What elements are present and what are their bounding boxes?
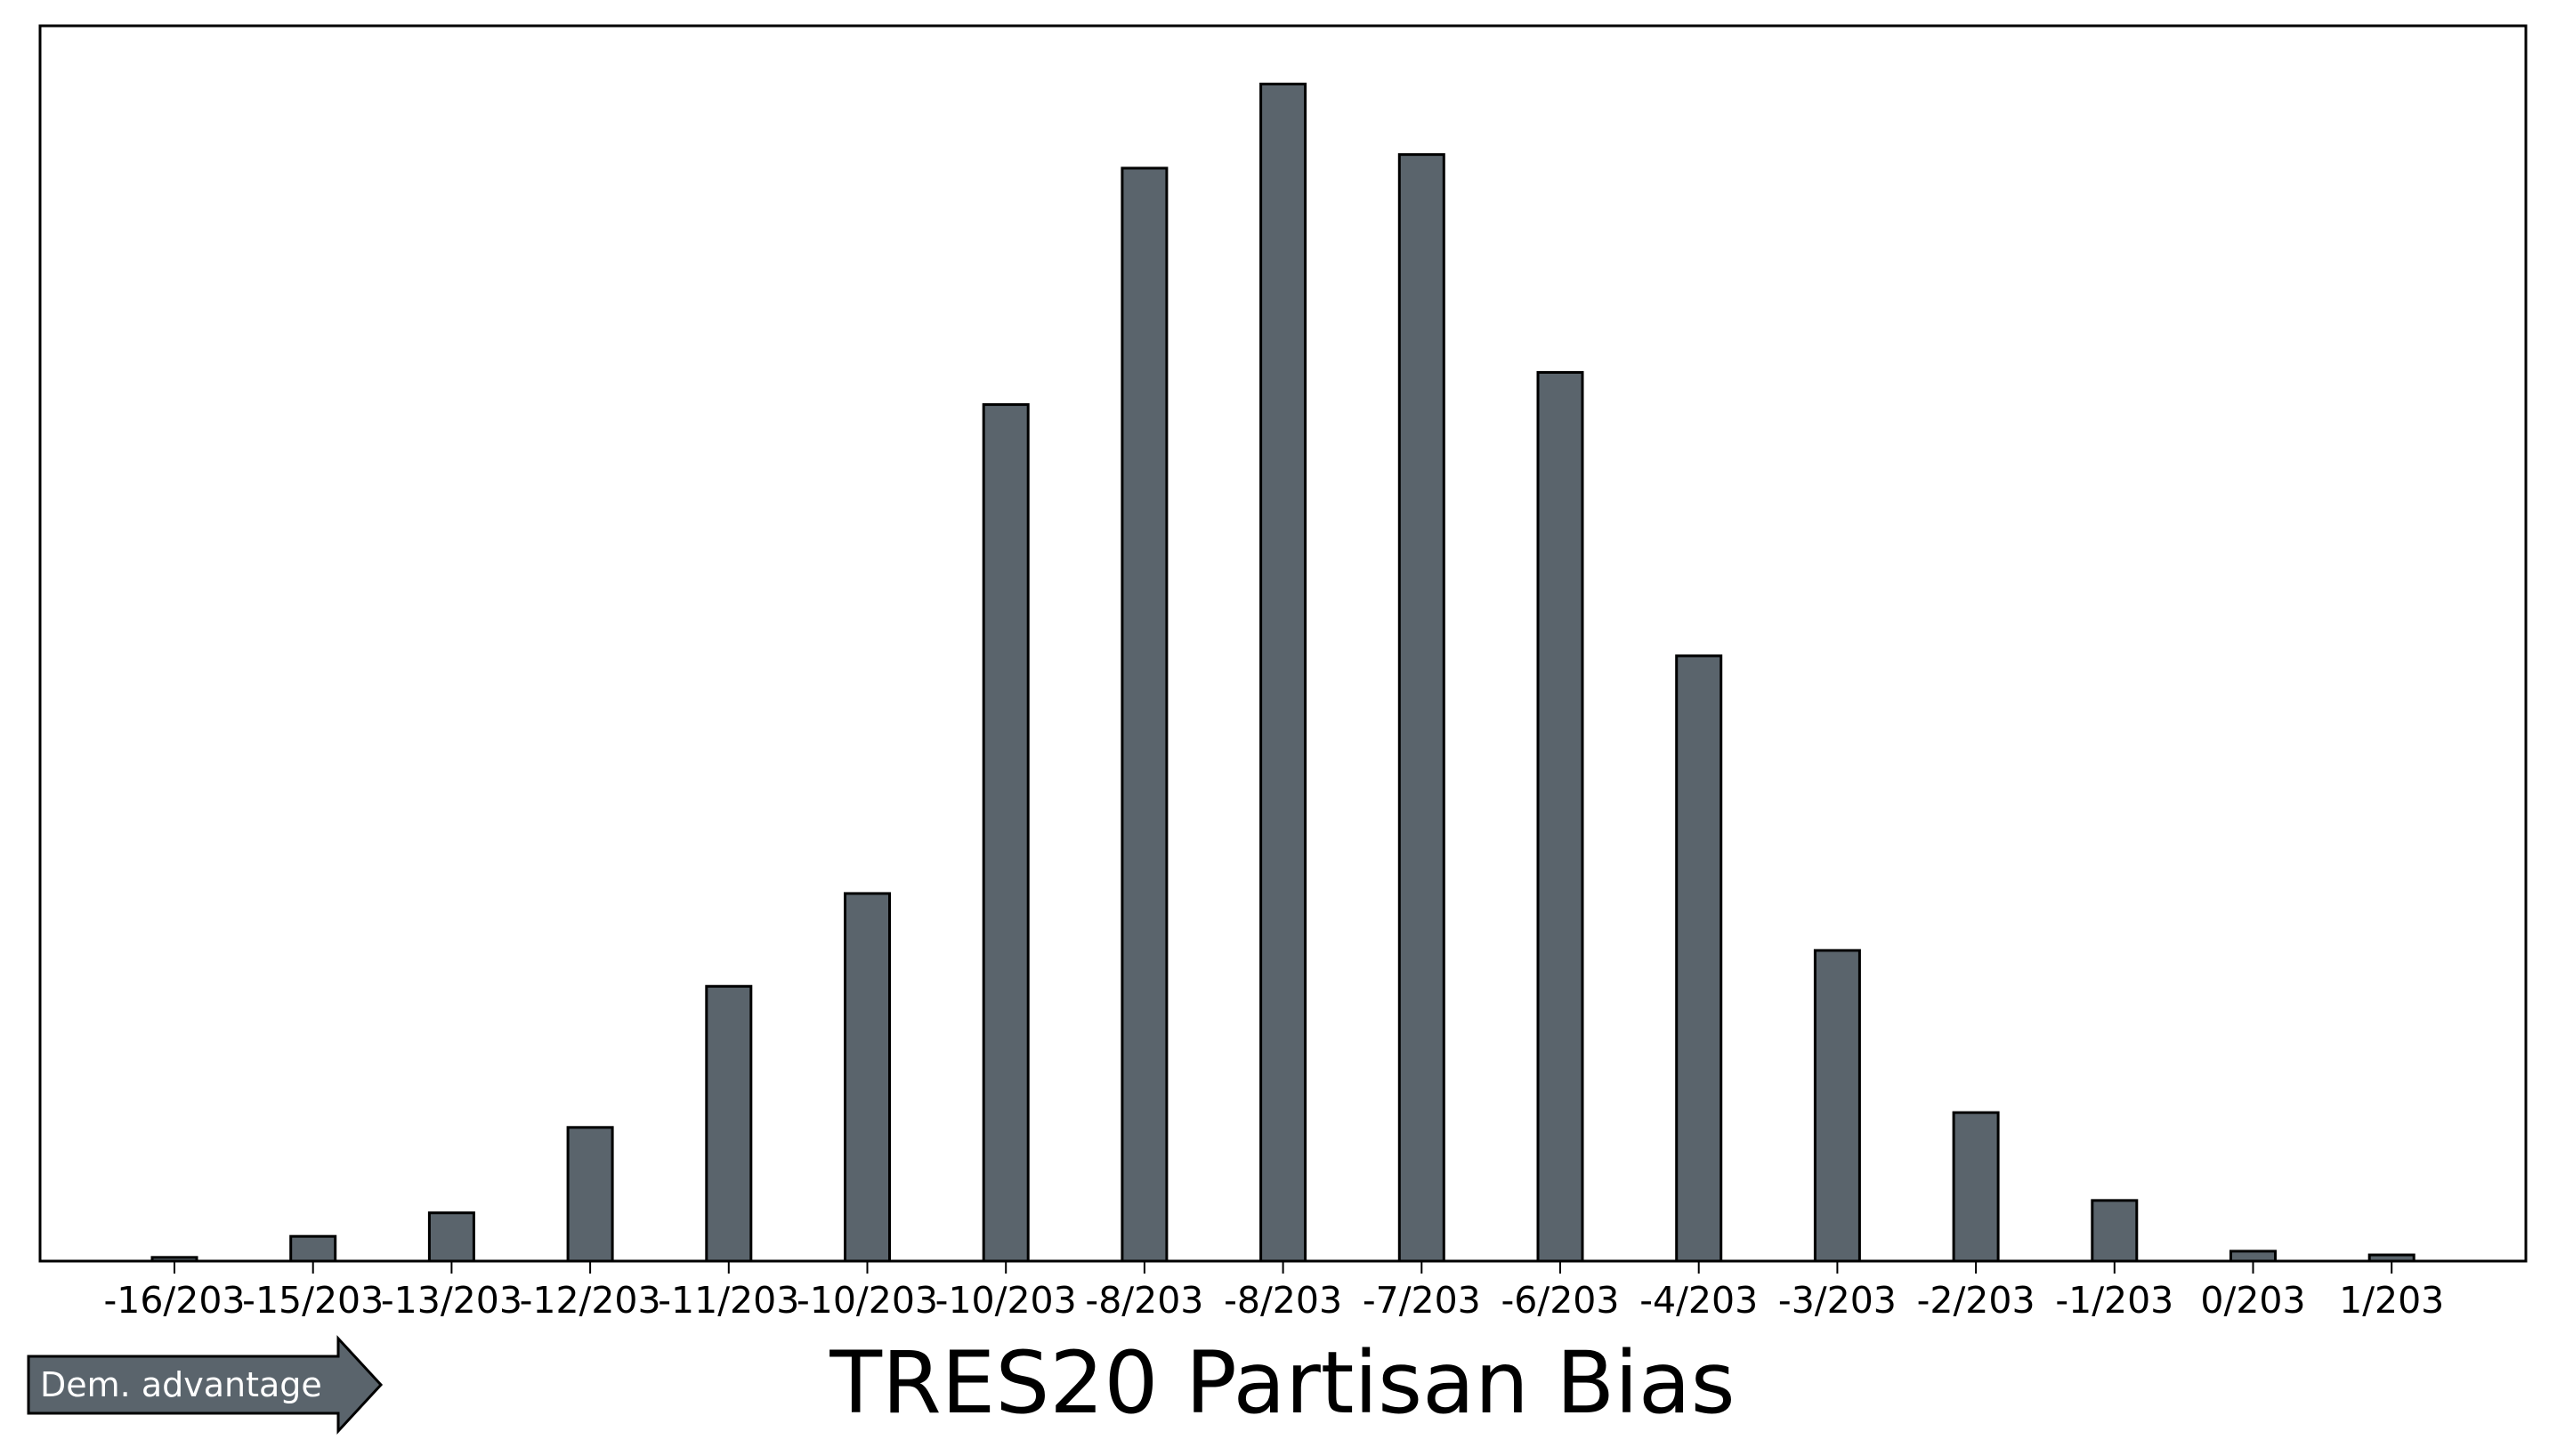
x-tick-label: -6/203: [1501, 1279, 1620, 1322]
x-ticks: -16/203-15/203-13/203-12/203-11/203-10/2…: [103, 1261, 2444, 1322]
bars-group: [150, 82, 2415, 1263]
x-tick-label: 0/203: [2200, 1279, 2305, 1322]
x-tick-label: -16/203: [103, 1279, 245, 1322]
x-tick-label: -4/203: [1639, 1279, 1758, 1322]
x-tick-label: -12/203: [520, 1279, 661, 1322]
bar: [2229, 1250, 2277, 1263]
x-tick-label: -15/203: [242, 1279, 384, 1322]
bar: [1536, 370, 1584, 1263]
x-tick-label: -10/203: [797, 1279, 938, 1322]
x-axis-label: TRES20 Partisan Bias: [829, 1333, 1735, 1433]
x-tick-label: -7/203: [1363, 1279, 1481, 1322]
bar: [982, 403, 1030, 1263]
bar: [566, 1126, 614, 1263]
x-tick-label: -1/203: [2055, 1279, 2173, 1322]
x-tick-label: -8/203: [1224, 1279, 1342, 1322]
x-tick-label: -13/203: [381, 1279, 522, 1322]
plot-frame: [38, 24, 2528, 1263]
dem-advantage-label: Dem. advantage: [40, 1365, 322, 1404]
x-tick-label: -8/203: [1085, 1279, 1203, 1322]
bar: [1121, 166, 1169, 1263]
x-tick-label: 1/203: [2339, 1279, 2444, 1322]
x-tick-label: -2/203: [1917, 1279, 2035, 1322]
bar: [289, 1234, 337, 1263]
bar: [1675, 654, 1723, 1263]
bar: [1813, 949, 1861, 1263]
bar: [1259, 82, 1307, 1263]
x-tick-label: -3/203: [1778, 1279, 1897, 1322]
x-tick-label: -10/203: [935, 1279, 1077, 1322]
bar: [705, 984, 753, 1263]
dem-advantage-badge: Dem. advantage: [27, 1335, 384, 1435]
bar: [1397, 153, 1445, 1263]
bar: [2091, 1199, 2139, 1263]
arrow-right-icon: [27, 1335, 384, 1435]
bar: [1952, 1111, 2000, 1263]
bar: [844, 892, 891, 1263]
bar: [427, 1211, 475, 1263]
x-tick-label: -11/203: [658, 1279, 799, 1322]
